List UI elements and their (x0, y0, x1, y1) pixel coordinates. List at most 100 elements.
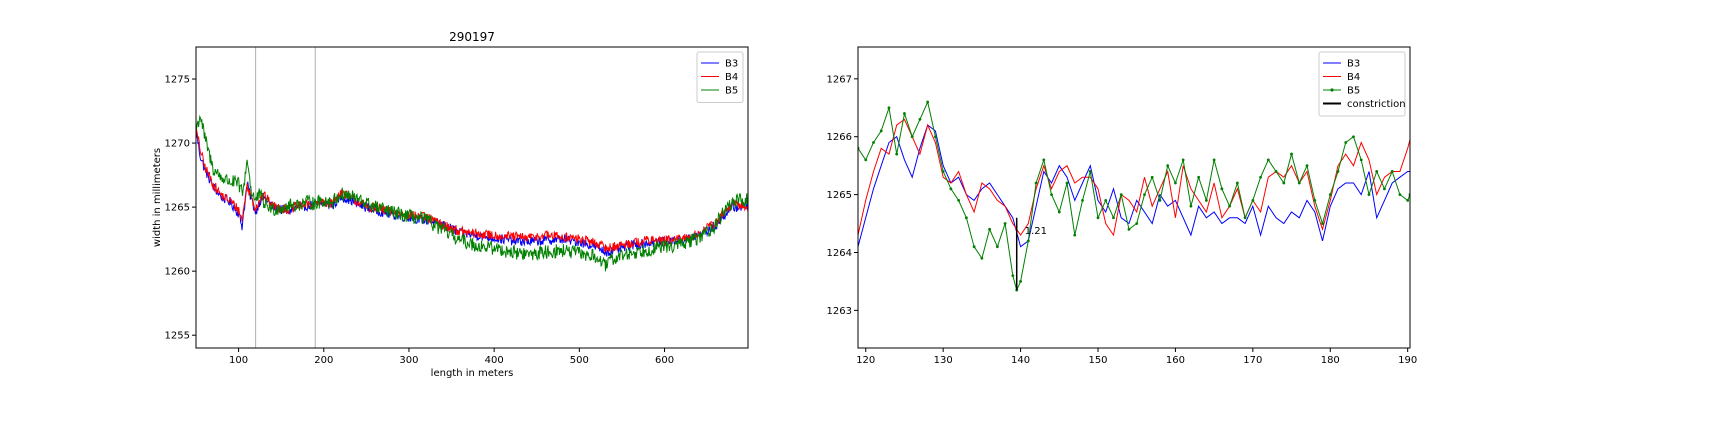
x-tick-label: 170 (1243, 355, 1262, 366)
series-point-b5 (918, 117, 922, 121)
series-point-b5 (1212, 158, 1216, 162)
x-tick-label: 140 (1011, 355, 1030, 366)
axes-frame (195, 46, 749, 349)
x-tick-label: 600 (655, 355, 674, 366)
legend-box (1318, 51, 1406, 117)
series-line-b3 (196, 128, 748, 257)
series-point-b5 (1026, 239, 1030, 243)
series-point-b5 (1251, 198, 1255, 202)
series-point-b5 (1313, 198, 1317, 202)
legend-label-b4: B4 (725, 72, 738, 83)
series-point-b5 (1274, 170, 1278, 173)
series-point-b5 (895, 152, 899, 156)
series-point-b5 (903, 112, 906, 115)
series-point-b5 (1112, 216, 1115, 220)
series-point-b5 (934, 135, 937, 139)
series-line-b3 (858, 124, 1410, 248)
series-point-b5 (1383, 187, 1386, 191)
series-point-b5 (1321, 222, 1324, 225)
series-point-b5 (1119, 193, 1123, 197)
legend-label-b3: B3 (1347, 59, 1360, 70)
constriction-label: 1.21 (1025, 226, 1047, 237)
series-point-b5 (1220, 187, 1224, 191)
chart-left: 290197 100 200 300 400 500 600 1255 1260 1265 1270… (152, 30, 749, 379)
series-point-b5 (957, 198, 961, 202)
series-point-b5 (1197, 175, 1201, 179)
series-point-b5 (1297, 181, 1301, 185)
series-point-b5 (1228, 204, 1232, 208)
chart-right: 1.21 120 130 140 150 160 170 180 190 1263 1264 1265… (827, 46, 1417, 366)
x-tick-label: 100 (229, 355, 248, 366)
x-tick-label: 130 (934, 355, 953, 366)
legend-label-constriction: constriction (1347, 99, 1406, 110)
y-tick-label: 1266 (827, 132, 852, 143)
series-point-b5 (1073, 233, 1077, 237)
legend-label-b5: B5 (725, 86, 738, 97)
series-point-b5 (887, 106, 891, 110)
series-point-b5 (1266, 158, 1270, 162)
series-point-b5 (1367, 193, 1371, 197)
series-point-b5 (1057, 210, 1061, 214)
y-tick-label: 1267 (827, 74, 852, 85)
series-point-b5 (972, 245, 976, 249)
series-point-b5 (1104, 198, 1108, 202)
series-point-b5 (1235, 181, 1239, 185)
legend-label-b3: B3 (725, 59, 738, 70)
x-tick-label: 150 (1088, 355, 1107, 366)
series-point-b5 (1305, 164, 1309, 168)
series-point-b5 (1034, 181, 1038, 185)
series-point-b5 (1204, 198, 1208, 202)
series-point-b5 (1328, 193, 1332, 197)
series-point-b5 (1158, 198, 1162, 202)
legend-label-b4: B4 (1347, 72, 1360, 83)
series-point-b5 (1019, 280, 1022, 283)
y-tick-label: 1265 (827, 190, 852, 201)
y-tick-label: 1263 (827, 306, 852, 317)
series-point-b5 (1344, 141, 1348, 144)
series-point-b5 (1290, 152, 1293, 156)
series-point-b5 (988, 227, 992, 231)
series-point-b5 (1150, 175, 1154, 179)
series-point-b5 (1398, 193, 1402, 197)
series-point-b5 (949, 187, 953, 191)
y-tick-label: 1255 (165, 331, 190, 342)
series-point-b5 (964, 216, 968, 220)
series-point-b5 (1003, 222, 1007, 225)
series-point-b5 (1096, 216, 1100, 220)
series-point-b5 (1181, 158, 1185, 162)
x-tick-label: 400 (485, 355, 504, 366)
series-point-b5 (1336, 170, 1340, 173)
series-point-b5 (1143, 193, 1146, 197)
series-line-b5 (858, 100, 1410, 292)
series-line-b4 (196, 129, 748, 253)
series-point-b5 (1127, 227, 1131, 231)
x-tick-label: 200 (314, 355, 333, 366)
series-point-b5 (1243, 216, 1247, 220)
series-point-b5 (1282, 181, 1286, 185)
y-axis-label: width in millimeters (152, 148, 163, 247)
series-point-b5 (1390, 170, 1394, 173)
y-tick-label: 1275 (165, 75, 190, 86)
x-tick-label: 180 (1321, 355, 1340, 366)
series-point-b5 (995, 245, 999, 249)
series-point-b5 (1135, 222, 1139, 225)
series-point-b5 (1042, 158, 1046, 162)
series-point-b5 (1359, 158, 1363, 162)
series-point-b5 (879, 129, 883, 133)
series-point-b5 (1088, 170, 1092, 173)
series-point-b5 (941, 170, 945, 173)
y-tick-label: 1264 (827, 248, 852, 259)
series-point-b5 (910, 135, 914, 139)
legend: B3 B4 B5 constriction (1318, 51, 1406, 117)
series-point-b5 (1375, 170, 1379, 173)
series-point-b5 (1174, 181, 1177, 185)
x-tick-label: 190 (1398, 355, 1417, 366)
x-tick-label: 120 (856, 355, 875, 366)
series-point-b5 (872, 141, 875, 144)
series-point-b5 (1406, 198, 1410, 202)
series-line-b5 (196, 114, 748, 272)
series-point-b5 (1189, 204, 1193, 208)
legend-label-b5: B5 (1347, 86, 1360, 97)
